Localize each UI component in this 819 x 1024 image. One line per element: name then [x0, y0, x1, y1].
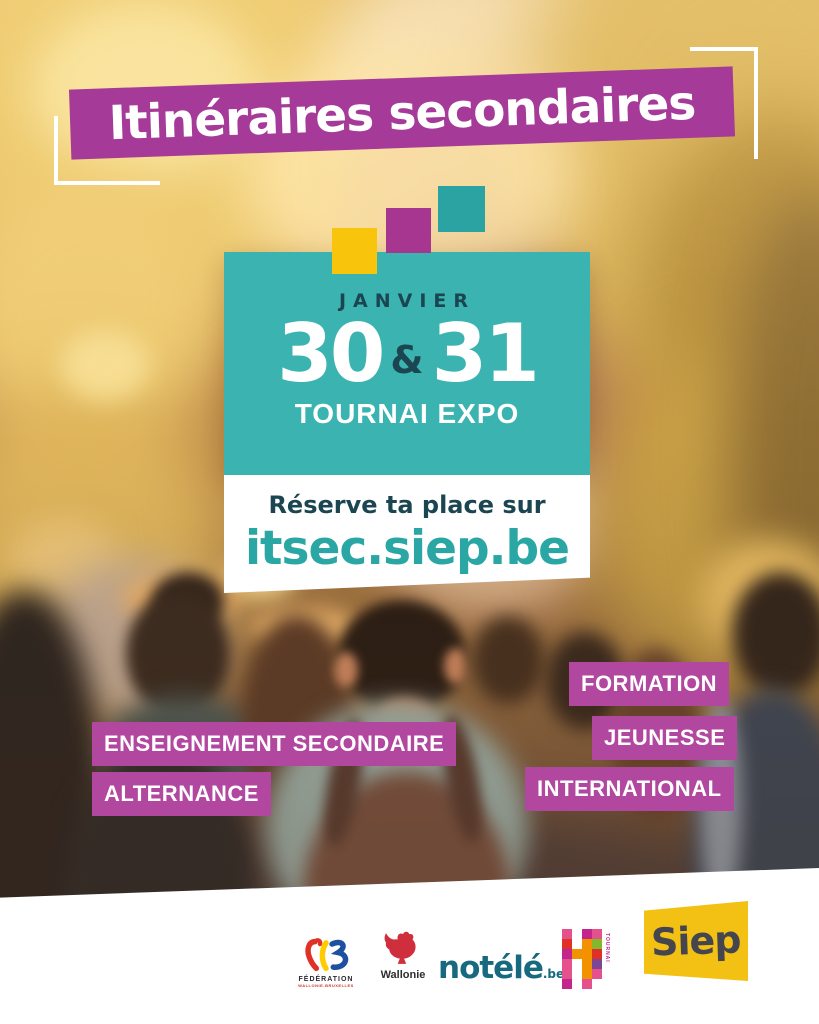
- corner-bracket-top-right-vertical: [754, 47, 758, 159]
- photo-person-head: [732, 572, 819, 696]
- month-label: JANVIER: [338, 290, 476, 312]
- event-url: itsec.siep.be: [244, 521, 570, 576]
- mosaic-cell: [592, 969, 602, 979]
- mosaic-cell: [562, 969, 572, 979]
- tag-jeunesse: JEUNESSE: [592, 716, 738, 760]
- mosaic-cell: [572, 969, 582, 979]
- mosaic-cell: [572, 949, 582, 959]
- venue-label: TOURNAI EXPO: [294, 398, 520, 429]
- mosaic-cell: [592, 979, 602, 989]
- fwb-mark-icon: [305, 938, 349, 972]
- cta-intro: Réserve ta place sur: [268, 491, 546, 519]
- photo-person-ear: [444, 648, 468, 684]
- logo-wallonie: Wallonie: [372, 931, 434, 981]
- mosaic-cell: [592, 949, 602, 959]
- photo-person-head: [126, 592, 230, 716]
- tag-alternance: ALTERNANCE: [92, 772, 271, 816]
- photo-bokeh: [60, 330, 150, 400]
- fwb-label-line2: WALLONIE-BRUXELLES: [298, 983, 354, 988]
- fwb-label-line1: FÉDÉRATION: [298, 976, 354, 983]
- mosaic-cell: [592, 959, 602, 969]
- mosaic-cell: [582, 939, 592, 949]
- mosaic-cell: [582, 949, 592, 959]
- mosaic-cell: [582, 979, 592, 989]
- day-second: 31: [431, 307, 540, 400]
- ampersand: &: [390, 338, 424, 382]
- day-first: 30: [277, 307, 385, 400]
- logo-siep: Siep: [644, 901, 748, 981]
- wallonie-label: Wallonie: [380, 969, 426, 981]
- tournai-mosaic: [562, 929, 602, 989]
- corner-bracket-bottom-left-horizontal: [54, 181, 160, 185]
- notele-suffix: .be: [542, 967, 565, 981]
- photo-person-head: [472, 616, 544, 704]
- mosaic-cell: [582, 969, 592, 979]
- tournai-label: TOURNAI: [604, 933, 610, 963]
- mosaic-cell: [572, 929, 582, 939]
- date-card: JANVIER 30 & 31 TOURNAI EXPO: [224, 252, 590, 475]
- notele-label: notélé: [438, 950, 544, 986]
- mosaic-cell: [562, 979, 572, 989]
- mosaic-cell: [562, 939, 572, 949]
- tag-enseignement-secondaire: ENSEIGNEMENT SECONDAIRE: [92, 722, 457, 766]
- deco-square-teal: [438, 186, 485, 232]
- tag-formation: FORMATION: [569, 662, 730, 706]
- deco-square-yellow: [332, 228, 377, 274]
- poster-title: Itinéraires secondaires: [107, 75, 697, 151]
- dates-row: 30 & 31: [224, 314, 590, 394]
- cta-card: Réserve ta place sur itsec.siep.be: [224, 475, 590, 593]
- mosaic-cell: [582, 959, 592, 969]
- logo-notele: notélé.be: [438, 950, 564, 986]
- deco-square-magenta: [386, 208, 431, 253]
- logo-tournai: TOURNAI: [562, 929, 614, 989]
- mosaic-cell: [562, 959, 572, 969]
- corner-bracket-top-right-horizontal: [690, 47, 758, 51]
- tag-international: INTERNATIONAL: [525, 767, 734, 811]
- mosaic-cell: [582, 929, 592, 939]
- mosaic-cell: [572, 939, 582, 949]
- corner-bracket-bottom-left-vertical: [54, 116, 58, 185]
- siep-label: Siep: [650, 917, 742, 965]
- mosaic-cell: [562, 929, 572, 939]
- photo-person-ear: [334, 652, 358, 688]
- mosaic-cell: [572, 979, 582, 989]
- logo-federation-wallonie-bruxelles: FÉDÉRATION WALLONIE-BRUXELLES: [288, 938, 364, 988]
- wallonie-rooster-icon: [384, 931, 416, 964]
- mosaic-cell: [592, 939, 602, 949]
- mosaic-cell: [592, 929, 602, 939]
- mosaic-cell: [562, 949, 572, 959]
- mosaic-cell: [572, 959, 582, 969]
